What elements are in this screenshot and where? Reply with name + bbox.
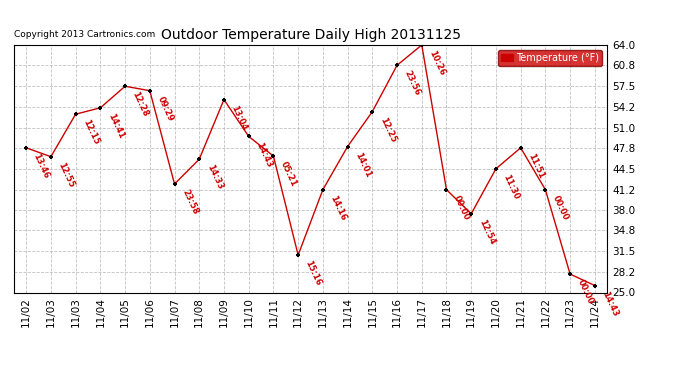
Text: 12:55: 12:55 <box>57 161 76 189</box>
Point <box>268 153 279 159</box>
Point <box>441 187 452 193</box>
Point <box>391 62 402 68</box>
Point <box>70 111 81 117</box>
Text: 11:51: 11:51 <box>526 152 546 180</box>
Text: 14:43: 14:43 <box>600 290 620 318</box>
Point <box>219 97 230 103</box>
Point <box>95 105 106 111</box>
Text: 11:30: 11:30 <box>502 173 521 201</box>
Point <box>194 156 205 162</box>
Text: 00:00: 00:00 <box>575 278 595 306</box>
Point <box>416 42 427 48</box>
Text: 12:28: 12:28 <box>130 90 150 118</box>
Point <box>466 211 477 217</box>
Point <box>342 144 353 150</box>
Text: 14:43: 14:43 <box>254 141 274 169</box>
Text: 12:15: 12:15 <box>81 118 101 147</box>
Text: 14:01: 14:01 <box>353 151 373 179</box>
Point <box>491 166 502 172</box>
Point <box>589 282 600 288</box>
Text: 10:26: 10:26 <box>427 49 447 77</box>
Point <box>515 145 526 151</box>
Text: 13:04: 13:04 <box>230 104 249 132</box>
Text: 12:54: 12:54 <box>477 218 496 246</box>
Point <box>243 134 254 140</box>
Text: 15:16: 15:16 <box>304 259 323 287</box>
Point <box>540 187 551 193</box>
Point <box>293 252 304 258</box>
Text: 00:00: 00:00 <box>452 194 471 222</box>
Text: 09:29: 09:29 <box>155 95 175 123</box>
Text: 23:56: 23:56 <box>402 69 422 98</box>
Point <box>564 271 575 277</box>
Point <box>169 181 180 187</box>
Text: 12:25: 12:25 <box>378 116 397 144</box>
Title: Outdoor Temperature Daily High 20131125: Outdoor Temperature Daily High 20131125 <box>161 28 460 42</box>
Text: 13:46: 13:46 <box>32 152 51 180</box>
Text: 23:58: 23:58 <box>180 188 199 216</box>
Text: 14:33: 14:33 <box>205 164 224 191</box>
Text: 14:16: 14:16 <box>328 194 348 222</box>
Legend: Temperature (°F): Temperature (°F) <box>498 50 602 66</box>
Text: 05:21: 05:21 <box>279 160 299 188</box>
Point <box>21 145 32 151</box>
Point <box>367 109 378 115</box>
Point <box>317 187 328 193</box>
Text: Copyright 2013 Cartronics.com: Copyright 2013 Cartronics.com <box>14 30 155 39</box>
Text: 14:41: 14:41 <box>106 112 126 140</box>
Point <box>119 83 130 89</box>
Text: 00:00: 00:00 <box>551 194 570 222</box>
Point <box>46 154 57 160</box>
Point <box>144 88 155 94</box>
